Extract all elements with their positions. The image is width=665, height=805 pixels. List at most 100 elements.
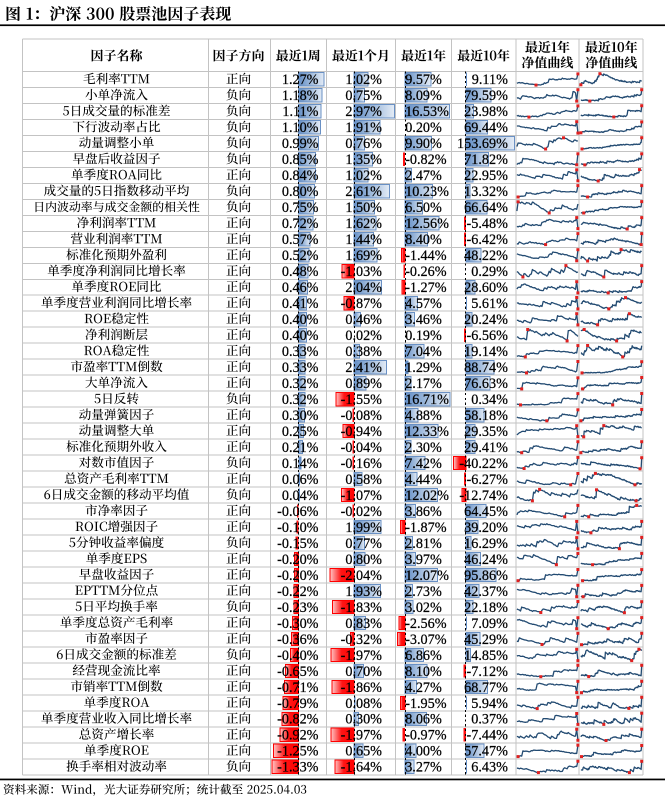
svg-text:0.21%: 0.21% — [282, 440, 319, 456]
svg-text:7.42%: 7.42% — [405, 456, 442, 472]
svg-text:3.02%: 3.02% — [405, 600, 442, 616]
svg-text:-1.44%: -1.44% — [405, 248, 447, 264]
svg-text:-0.65%: -0.65% — [277, 664, 319, 680]
svg-text:3.86%: 3.86% — [405, 504, 442, 520]
svg-text:1.35%: 1.35% — [345, 152, 382, 168]
svg-text:58.18%: 58.18% — [464, 408, 508, 424]
svg-text:-0.26%: -0.26% — [405, 264, 447, 280]
svg-text:-0.32%: -0.32% — [341, 632, 383, 648]
svg-text:1.02%: 1.02% — [345, 168, 382, 184]
svg-text:12.02%: 12.02% — [405, 488, 449, 504]
svg-text:6.43%: 6.43% — [471, 760, 508, 776]
svg-text:8.10%: 8.10% — [405, 664, 442, 680]
svg-text:12.56%: 12.56% — [405, 216, 449, 232]
svg-text:-12.74%: -12.74% — [459, 488, 508, 504]
svg-text:0.70%: 0.70% — [345, 664, 382, 680]
svg-text:0.89%: 0.89% — [345, 376, 382, 392]
svg-text:0.40%: 0.40% — [282, 328, 319, 344]
svg-text:0.30%: 0.30% — [345, 712, 382, 728]
svg-text:14.85%: 14.85% — [464, 648, 508, 664]
svg-text:-0.20%: -0.20% — [277, 568, 319, 584]
svg-text:-1.86%: -1.86% — [341, 680, 383, 696]
svg-text:0.02%: 0.02% — [345, 328, 382, 344]
svg-text:0.41%: 0.41% — [282, 296, 319, 312]
svg-text:1.10%: 1.10% — [282, 120, 319, 136]
svg-text:3.46%: 3.46% — [405, 312, 442, 328]
svg-text:7.09%: 7.09% — [471, 616, 508, 632]
svg-text:-1.64%: -1.64% — [341, 760, 383, 776]
svg-text:28.60%: 28.60% — [464, 280, 508, 296]
svg-text:1.18%: 1.18% — [282, 88, 319, 104]
svg-text:-0.23%: -0.23% — [277, 600, 319, 616]
svg-text:0.33%: 0.33% — [282, 360, 319, 376]
svg-text:-40.22%: -40.22% — [459, 456, 508, 472]
svg-text:0.25%: 0.25% — [282, 424, 319, 440]
svg-text:16.71%: 16.71% — [405, 392, 449, 408]
svg-text:4.27%: 4.27% — [405, 680, 442, 696]
svg-text:-0.16%: -0.16% — [341, 456, 383, 472]
svg-text:16.53%: 16.53% — [405, 104, 449, 120]
svg-text:-0.36%: -0.36% — [277, 632, 319, 648]
svg-text:0.37%: 0.37% — [471, 712, 508, 728]
svg-text:3.97%: 3.97% — [405, 552, 442, 568]
svg-text:71.82%: 71.82% — [464, 152, 508, 168]
svg-text:64.45%: 64.45% — [464, 504, 508, 520]
svg-text:2.17%: 2.17% — [405, 376, 442, 392]
svg-text:0.72%: 0.72% — [282, 216, 319, 232]
svg-text:0.52%: 0.52% — [282, 248, 319, 264]
svg-text:0.04%: 0.04% — [282, 488, 319, 504]
svg-text:0.33%: 0.33% — [282, 344, 319, 360]
svg-text:10.23%: 10.23% — [405, 184, 449, 200]
svg-text:16.29%: 16.29% — [464, 536, 508, 552]
svg-text:0.85%: 0.85% — [282, 152, 319, 168]
svg-text:0.14%: 0.14% — [282, 456, 319, 472]
svg-text:-1.33%: -1.33% — [277, 760, 319, 776]
svg-text:46.24%: 46.24% — [464, 552, 508, 568]
svg-text:0.08%: 0.08% — [345, 696, 382, 712]
svg-text:-0.10%: -0.10% — [277, 520, 319, 536]
svg-text:-1.55%: -1.55% — [341, 392, 383, 408]
svg-text:-0.15%: -0.15% — [277, 536, 319, 552]
svg-text:-0.97%: -0.97% — [405, 728, 447, 744]
svg-text:8.40%: 8.40% — [405, 232, 442, 248]
svg-text:4.57%: 4.57% — [405, 296, 442, 312]
svg-text:0.99%: 0.99% — [282, 136, 319, 152]
svg-text:0.19%: 0.19% — [405, 328, 442, 344]
svg-text:8.09%: 8.09% — [405, 88, 442, 104]
svg-text:95.86%: 95.86% — [464, 568, 508, 584]
svg-text:-2.56%: -2.56% — [405, 616, 447, 632]
svg-text:1.29%: 1.29% — [405, 360, 442, 376]
svg-text:6.86%: 6.86% — [405, 648, 442, 664]
svg-text:4.44%: 4.44% — [405, 472, 442, 488]
svg-text:0.77%: 0.77% — [345, 536, 382, 552]
svg-text:-1.97%: -1.97% — [341, 728, 383, 744]
svg-text:0.06%: 0.06% — [282, 472, 319, 488]
svg-text:1.50%: 1.50% — [345, 200, 382, 216]
svg-text:23.98%: 23.98% — [464, 104, 508, 120]
svg-text:1.62%: 1.62% — [345, 216, 382, 232]
svg-text:0.32%: 0.32% — [282, 376, 319, 392]
svg-text:66.64%: 66.64% — [464, 200, 508, 216]
svg-text:-5.48%: -5.48% — [467, 216, 509, 232]
svg-text:-0.30%: -0.30% — [277, 616, 319, 632]
svg-text:-3.07%: -3.07% — [405, 632, 447, 648]
svg-text:-6.42%: -6.42% — [467, 232, 509, 248]
svg-text:3.27%: 3.27% — [405, 760, 442, 776]
svg-text:-0.82%: -0.82% — [405, 152, 447, 168]
svg-text:-0.02%: -0.02% — [341, 504, 383, 520]
svg-text:0.57%: 0.57% — [282, 232, 319, 248]
svg-text:0.76%: 0.76% — [345, 136, 382, 152]
svg-text:-1.97%: -1.97% — [341, 648, 383, 664]
svg-text:1.02%: 1.02% — [345, 72, 382, 88]
svg-text:13.32%: 13.32% — [464, 184, 508, 200]
svg-text:76.63%: 76.63% — [464, 376, 508, 392]
svg-text:0.34%: 0.34% — [471, 392, 508, 408]
svg-text:57.47%: 57.47% — [464, 744, 508, 760]
svg-text:0.80%: 0.80% — [282, 184, 319, 200]
svg-text:-0.20%: -0.20% — [277, 552, 319, 568]
svg-text:6.50%: 6.50% — [405, 200, 442, 216]
svg-text:2.81%: 2.81% — [405, 536, 442, 552]
svg-text:9.90%: 9.90% — [405, 136, 442, 152]
svg-text:9.11%: 9.11% — [472, 72, 508, 88]
svg-text:88.74%: 88.74% — [464, 360, 508, 376]
